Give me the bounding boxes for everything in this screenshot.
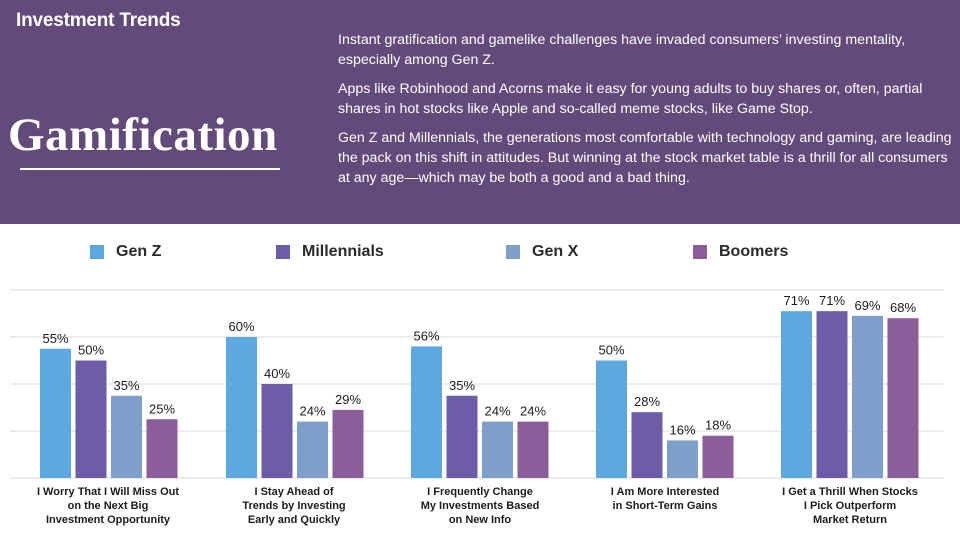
legend-item-gen-z: Gen Z: [90, 240, 161, 264]
legend-swatch-gen-z: [90, 245, 104, 259]
data-label-gen-x-1: 35%: [113, 378, 139, 393]
legend-swatch-boomers: [693, 245, 707, 259]
legend-label-boomers: Boomers: [719, 243, 789, 260]
category-label-5: I Get a Thrill When Stocks I Pick Outper…: [782, 486, 918, 526]
page-title: Gamification: [8, 109, 278, 161]
legend-label-gen-z: Gen Z: [116, 243, 162, 260]
data-label-gen-z-5: 71%: [783, 293, 809, 308]
bar-boomers-3: [517, 421, 549, 478]
legend-item-millennials: Millennials: [276, 240, 384, 264]
bar-boomers-4: [702, 435, 734, 478]
intro-text: Instant gratification and gamelike chall…: [338, 30, 952, 197]
title-underline: [20, 168, 280, 170]
data-label-boomers-4: 18%: [705, 418, 731, 433]
legend-item-gen-x: Gen X: [506, 240, 578, 264]
data-label-millennials-1: 50%: [78, 343, 104, 358]
section-label: Investment Trends: [16, 10, 181, 31]
bar-millennials-4: [631, 412, 663, 478]
bar-gen-z-1: [40, 348, 71, 478]
category-label-3: I Frequently Change My Investments Based…: [420, 486, 540, 526]
data-label-gen-z-4: 50%: [598, 343, 624, 358]
data-label-gen-x-4: 16%: [669, 422, 695, 437]
bar-gen-x-2: [297, 421, 328, 478]
bar-millennials-5: [816, 311, 848, 478]
bar-gen-z-5: [781, 311, 812, 478]
data-label-boomers-5: 68%: [890, 300, 916, 315]
bar-boomers-2: [332, 409, 364, 478]
bar-gen-z-3: [411, 346, 442, 478]
legend-label-gen-x: Gen X: [532, 243, 579, 260]
data-label-millennials-3: 35%: [449, 378, 475, 393]
category-label-1: I Worry That I Will Miss Out on the Next…: [36, 486, 180, 526]
bar-gen-x-3: [482, 421, 513, 478]
data-label-gen-x-5: 69%: [854, 298, 880, 313]
data-label-millennials-2: 40%: [264, 366, 290, 381]
bar-chart: 55% 50% 35% 25% 60% 40% 24% 29% 56% 35% 24% 24% 50% 2…: [10, 289, 944, 479]
bar-gen-z-2: [226, 337, 257, 478]
legend-swatch-gen-x: [506, 245, 520, 259]
category-label-4: I Am More Interested in Short-Term Gains: [610, 486, 720, 512]
bar-millennials-3: [446, 395, 478, 478]
bar-boomers-5: [887, 318, 919, 478]
bar-boomers-1: [146, 419, 178, 478]
chart-legend: Gen Z Millennials Gen X Boomers: [0, 240, 960, 264]
bar-gen-x-1: [111, 395, 142, 478]
data-label-millennials-5: 71%: [819, 293, 845, 308]
bar-gen-x-4: [667, 440, 698, 478]
legend-swatch-millennials: [276, 245, 290, 259]
header-banner: Investment Trends Gamification Instant g…: [0, 0, 960, 224]
category-label-2: I Stay Ahead of Trends by Investing Earl…: [242, 486, 346, 526]
bar-gen-z-4: [596, 360, 627, 478]
data-label-boomers-1: 25%: [149, 401, 175, 416]
bar-millennials-1: [75, 360, 107, 478]
bar-millennials-2: [261, 384, 293, 478]
legend-label-millennials: Millennials: [302, 243, 384, 260]
data-label-boomers-2: 29%: [335, 392, 361, 407]
data-label-gen-x-2: 24%: [299, 404, 325, 419]
legend-item-boomers: Boomers: [693, 240, 788, 264]
data-label-gen-x-3: 24%: [484, 404, 510, 419]
data-label-boomers-3: 24%: [520, 404, 546, 419]
bar-gen-x-5: [852, 315, 883, 478]
data-label-millennials-4: 28%: [634, 394, 660, 409]
intro-paragraph-3: Gen Z and Millennials, the generations m…: [338, 130, 952, 186]
intro-paragraph-2: Apps like Robinhood and Acorns make it e…: [338, 81, 923, 117]
intro-paragraph-1: Instant gratification and gamelike chall…: [338, 32, 906, 68]
data-label-gen-z-2: 60%: [228, 319, 254, 334]
data-label-gen-z-3: 56%: [413, 328, 439, 343]
data-label-gen-z-1: 55%: [42, 331, 68, 346]
